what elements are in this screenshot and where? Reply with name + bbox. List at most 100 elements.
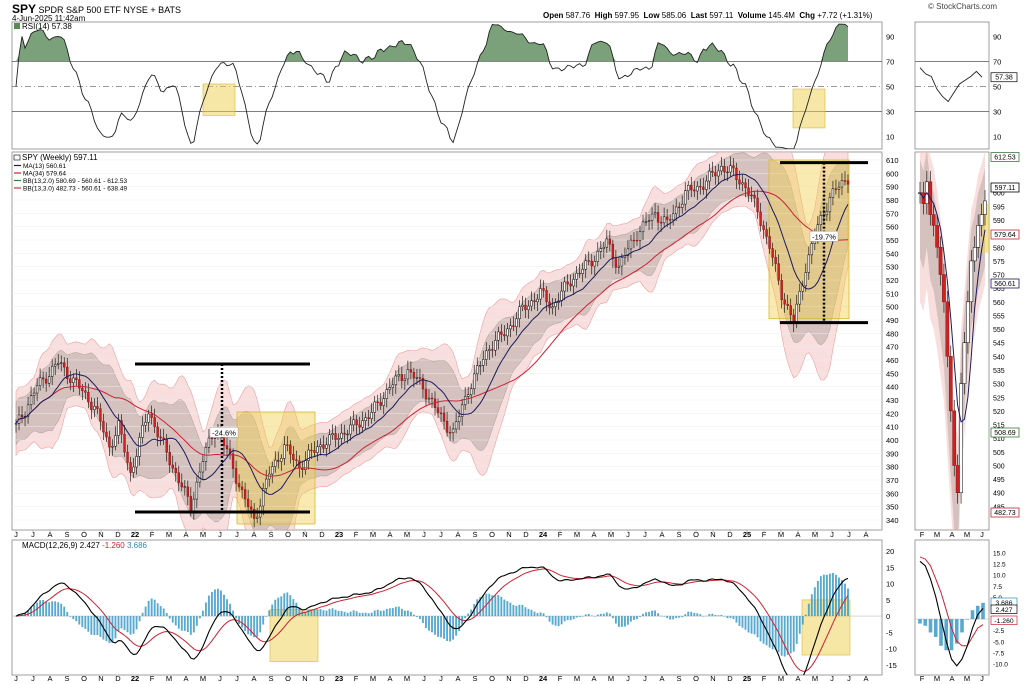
candle: [614, 249, 618, 274]
candle-body: [783, 299, 786, 305]
candle-body: [66, 366, 69, 379]
candle: [789, 298, 792, 324]
candle-body: [560, 290, 563, 302]
macd-histogram-bar: [458, 616, 461, 632]
candle-body: [753, 194, 756, 199]
candle: [292, 446, 295, 468]
candle: [482, 350, 485, 372]
candle-body: [165, 439, 168, 453]
candle-body: [593, 261, 596, 267]
candle: [765, 221, 768, 245]
candle-body: [825, 211, 829, 216]
macd-histogram-bar: [259, 616, 262, 633]
x-axis-month: M: [778, 530, 784, 539]
candle: [102, 413, 105, 441]
inset-price-badge-text: 560.61: [994, 281, 1016, 288]
candle-body: [29, 395, 33, 406]
macd-x-axis-month: J: [643, 674, 647, 683]
macd-histogram-bar: [198, 616, 201, 619]
candle: [530, 291, 533, 312]
candle: [147, 409, 150, 432]
macd-histogram-bar: [283, 593, 286, 617]
macd-histogram-bar: [343, 611, 346, 617]
candle-body: [382, 398, 385, 406]
macd-x-axis-month: N: [302, 674, 307, 683]
candle-body: [81, 387, 84, 392]
candle: [262, 482, 265, 516]
candle-body: [690, 184, 693, 191]
candle-body: [626, 248, 630, 257]
macd-histogram-bar: [334, 609, 337, 617]
macd-histogram-bar: [168, 616, 171, 619]
macd-histogram-bar: [51, 601, 54, 617]
macd-x-axis-month: O: [81, 674, 87, 683]
candle-body: [337, 438, 340, 440]
candle: [195, 476, 199, 509]
candle: [358, 416, 361, 435]
macd-histogram-bar: [705, 615, 708, 617]
macd-histogram-bar: [84, 616, 87, 629]
candle: [403, 373, 407, 390]
candle-body: [599, 248, 602, 252]
candle: [491, 341, 494, 358]
macd-histogram-bar: [322, 610, 325, 617]
candle: [566, 274, 569, 292]
macd-x-axis-month: J: [847, 674, 851, 683]
macd-histogram-bar: [90, 616, 93, 635]
macd-histogram-bar: [835, 574, 837, 617]
x-axis-month: F: [558, 530, 563, 539]
candle-body: [174, 467, 177, 473]
candle: [271, 461, 274, 484]
macd-histogram-bar: [21, 613, 23, 617]
candle-body: [222, 436, 226, 446]
candle-body: [741, 182, 744, 185]
candle-body: [542, 288, 545, 291]
candle: [313, 441, 316, 457]
x-axis-month: S: [268, 530, 273, 539]
price-axis-tick: 540: [886, 249, 899, 258]
macd-histogram-bar: [226, 599, 228, 617]
macd-x-axis-month: O: [285, 674, 291, 683]
candle: [108, 430, 111, 457]
macd-x-axis-month: S: [472, 674, 477, 683]
candle: [394, 370, 398, 394]
candle: [720, 156, 723, 176]
inset-price-badge: [990, 507, 1020, 518]
candle-body: [617, 265, 621, 268]
macd-histogram-bar: [539, 612, 542, 617]
macd-histogram-bar: [265, 616, 268, 617]
candle: [687, 180, 690, 201]
candle: [126, 444, 129, 471]
ma13-line: [15, 173, 849, 495]
candle: [708, 163, 711, 190]
drawdown-label-2025: -19.7%: [812, 232, 836, 241]
candle-body: [147, 413, 150, 423]
macd-x-axis-month: O: [489, 674, 495, 683]
macd-histogram-bar: [464, 616, 467, 619]
macd-x-axis-month: M: [404, 674, 410, 683]
candle: [729, 156, 732, 178]
price-label: SPY (Weekly) 597.11: [22, 153, 98, 162]
candle: [717, 164, 720, 185]
candle-body: [63, 362, 66, 368]
candle-body: [476, 365, 479, 375]
macd-histogram-bar: [220, 590, 222, 617]
macd-x-axis-month: S: [268, 674, 273, 683]
candle-body: [322, 444, 325, 449]
candle: [638, 225, 642, 250]
inset-axis-tick: 595: [993, 204, 1005, 211]
macd-histogram-bar: [15, 616, 17, 617]
macd-inset-histogram-bar: [944, 619, 949, 651]
chg-label: Chg: [799, 11, 815, 20]
macd-histogram-bar: [518, 604, 521, 617]
macd-histogram-bar: [120, 616, 123, 629]
macd-histogram-bar: [27, 610, 29, 617]
candle-body: [828, 197, 832, 213]
macd-histogram-bar: [774, 616, 777, 650]
macd-histogram-bar: [816, 580, 819, 617]
candle-body: [620, 257, 624, 267]
candle-body: [641, 221, 645, 233]
macd-inset-axis-tick: -2.5: [993, 628, 1005, 635]
candle-body: [575, 272, 578, 280]
macd-histogram-bar: [54, 601, 57, 617]
